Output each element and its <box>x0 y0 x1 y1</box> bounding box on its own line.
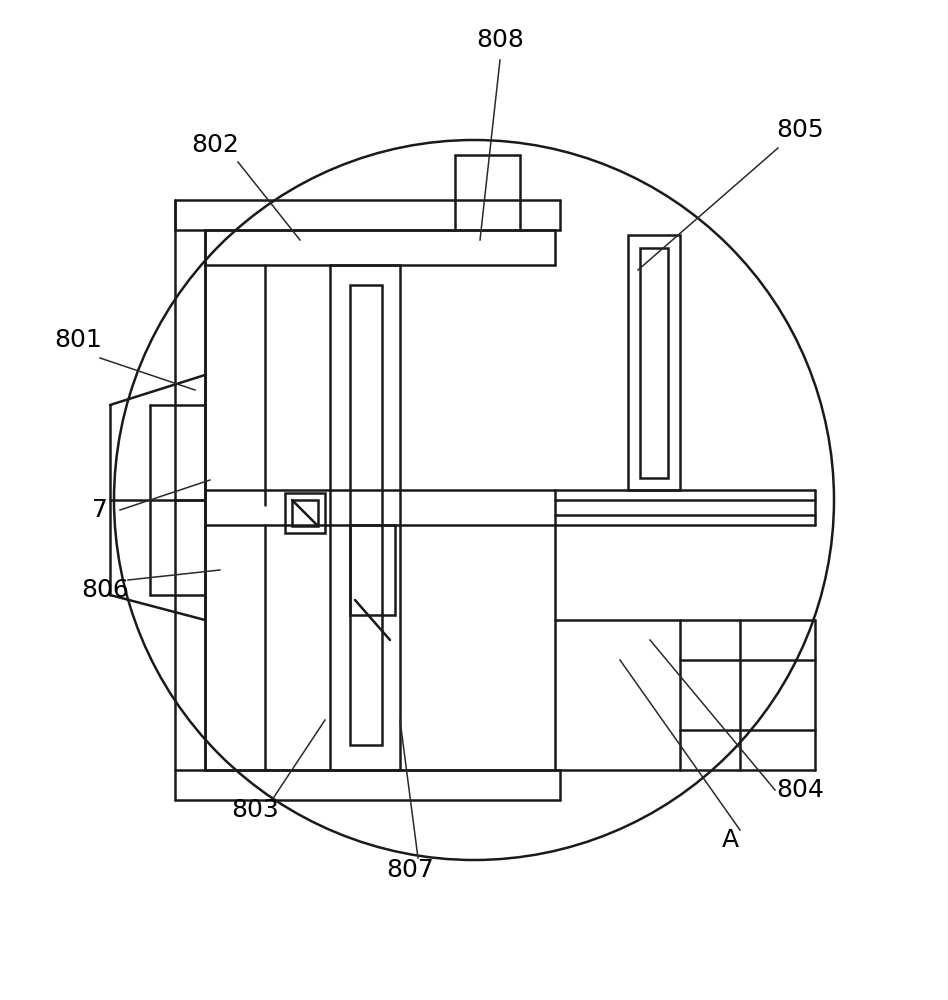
Text: 7: 7 <box>92 498 108 522</box>
Text: 808: 808 <box>476 28 524 52</box>
Text: 805: 805 <box>776 118 824 142</box>
Text: A: A <box>721 828 738 852</box>
Text: 803: 803 <box>231 798 279 822</box>
Text: 806: 806 <box>82 578 129 602</box>
Text: 804: 804 <box>776 778 824 802</box>
Bar <box>330 265 400 770</box>
Bar <box>628 235 680 490</box>
Bar <box>285 493 325 533</box>
Text: 801: 801 <box>54 328 101 352</box>
Text: 802: 802 <box>191 133 239 157</box>
Bar <box>350 285 382 745</box>
Bar <box>292 500 318 526</box>
Text: 807: 807 <box>386 858 434 882</box>
Bar <box>640 248 668 478</box>
Bar <box>350 525 395 615</box>
